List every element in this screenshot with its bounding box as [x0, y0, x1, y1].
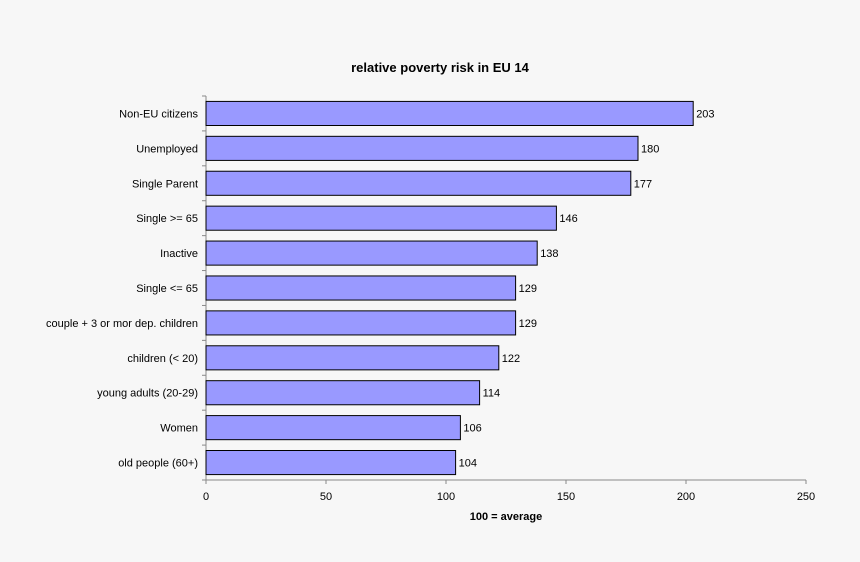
- bar: [205, 450, 457, 476]
- x-tick-label: 0: [203, 491, 209, 503]
- x-tick-label: 50: [320, 491, 332, 503]
- data-label: 129: [519, 283, 537, 295]
- category-label: Single <= 65: [136, 283, 198, 295]
- bar: [205, 240, 538, 266]
- bar: [205, 275, 517, 301]
- data-label: 122: [502, 353, 520, 365]
- category-label: Inactive: [160, 248, 198, 260]
- x-tick-label: 100: [437, 491, 455, 503]
- x-tick-label: 150: [557, 491, 575, 503]
- category-label: couple + 3 or mor dep. children: [46, 318, 198, 330]
- category-label: Women: [160, 423, 198, 435]
- category-label: Non-EU citizens: [119, 108, 198, 120]
- bar: [205, 205, 557, 231]
- chart-title: relative poverty risk in EU 14: [351, 60, 530, 75]
- data-label: 104: [459, 458, 477, 470]
- bar: [205, 135, 639, 161]
- category-label: Single Parent: [132, 178, 198, 190]
- category-label: children (< 20): [127, 353, 198, 365]
- data-label: 180: [641, 143, 659, 155]
- bar: [205, 170, 632, 196]
- data-label: 129: [519, 318, 537, 330]
- data-label: 138: [540, 248, 558, 260]
- data-label: 106: [463, 423, 481, 435]
- x-tick-label: 250: [797, 491, 815, 503]
- x-tick-label: 200: [677, 491, 695, 503]
- x-axis-label: 100 = average: [470, 511, 542, 523]
- data-label: 114: [483, 388, 501, 400]
- data-label: 177: [634, 178, 652, 190]
- category-label: Single >= 65: [136, 213, 198, 225]
- bar: [205, 380, 481, 406]
- data-label: 203: [696, 108, 714, 120]
- bar: [205, 310, 517, 336]
- category-label: old people (60+): [118, 458, 198, 470]
- bar: [205, 345, 500, 371]
- bar: [205, 415, 461, 441]
- category-label: Unemployed: [136, 143, 198, 155]
- bar: [205, 100, 694, 126]
- data-label: 146: [559, 213, 577, 225]
- category-label: young adults (20-29): [97, 388, 198, 400]
